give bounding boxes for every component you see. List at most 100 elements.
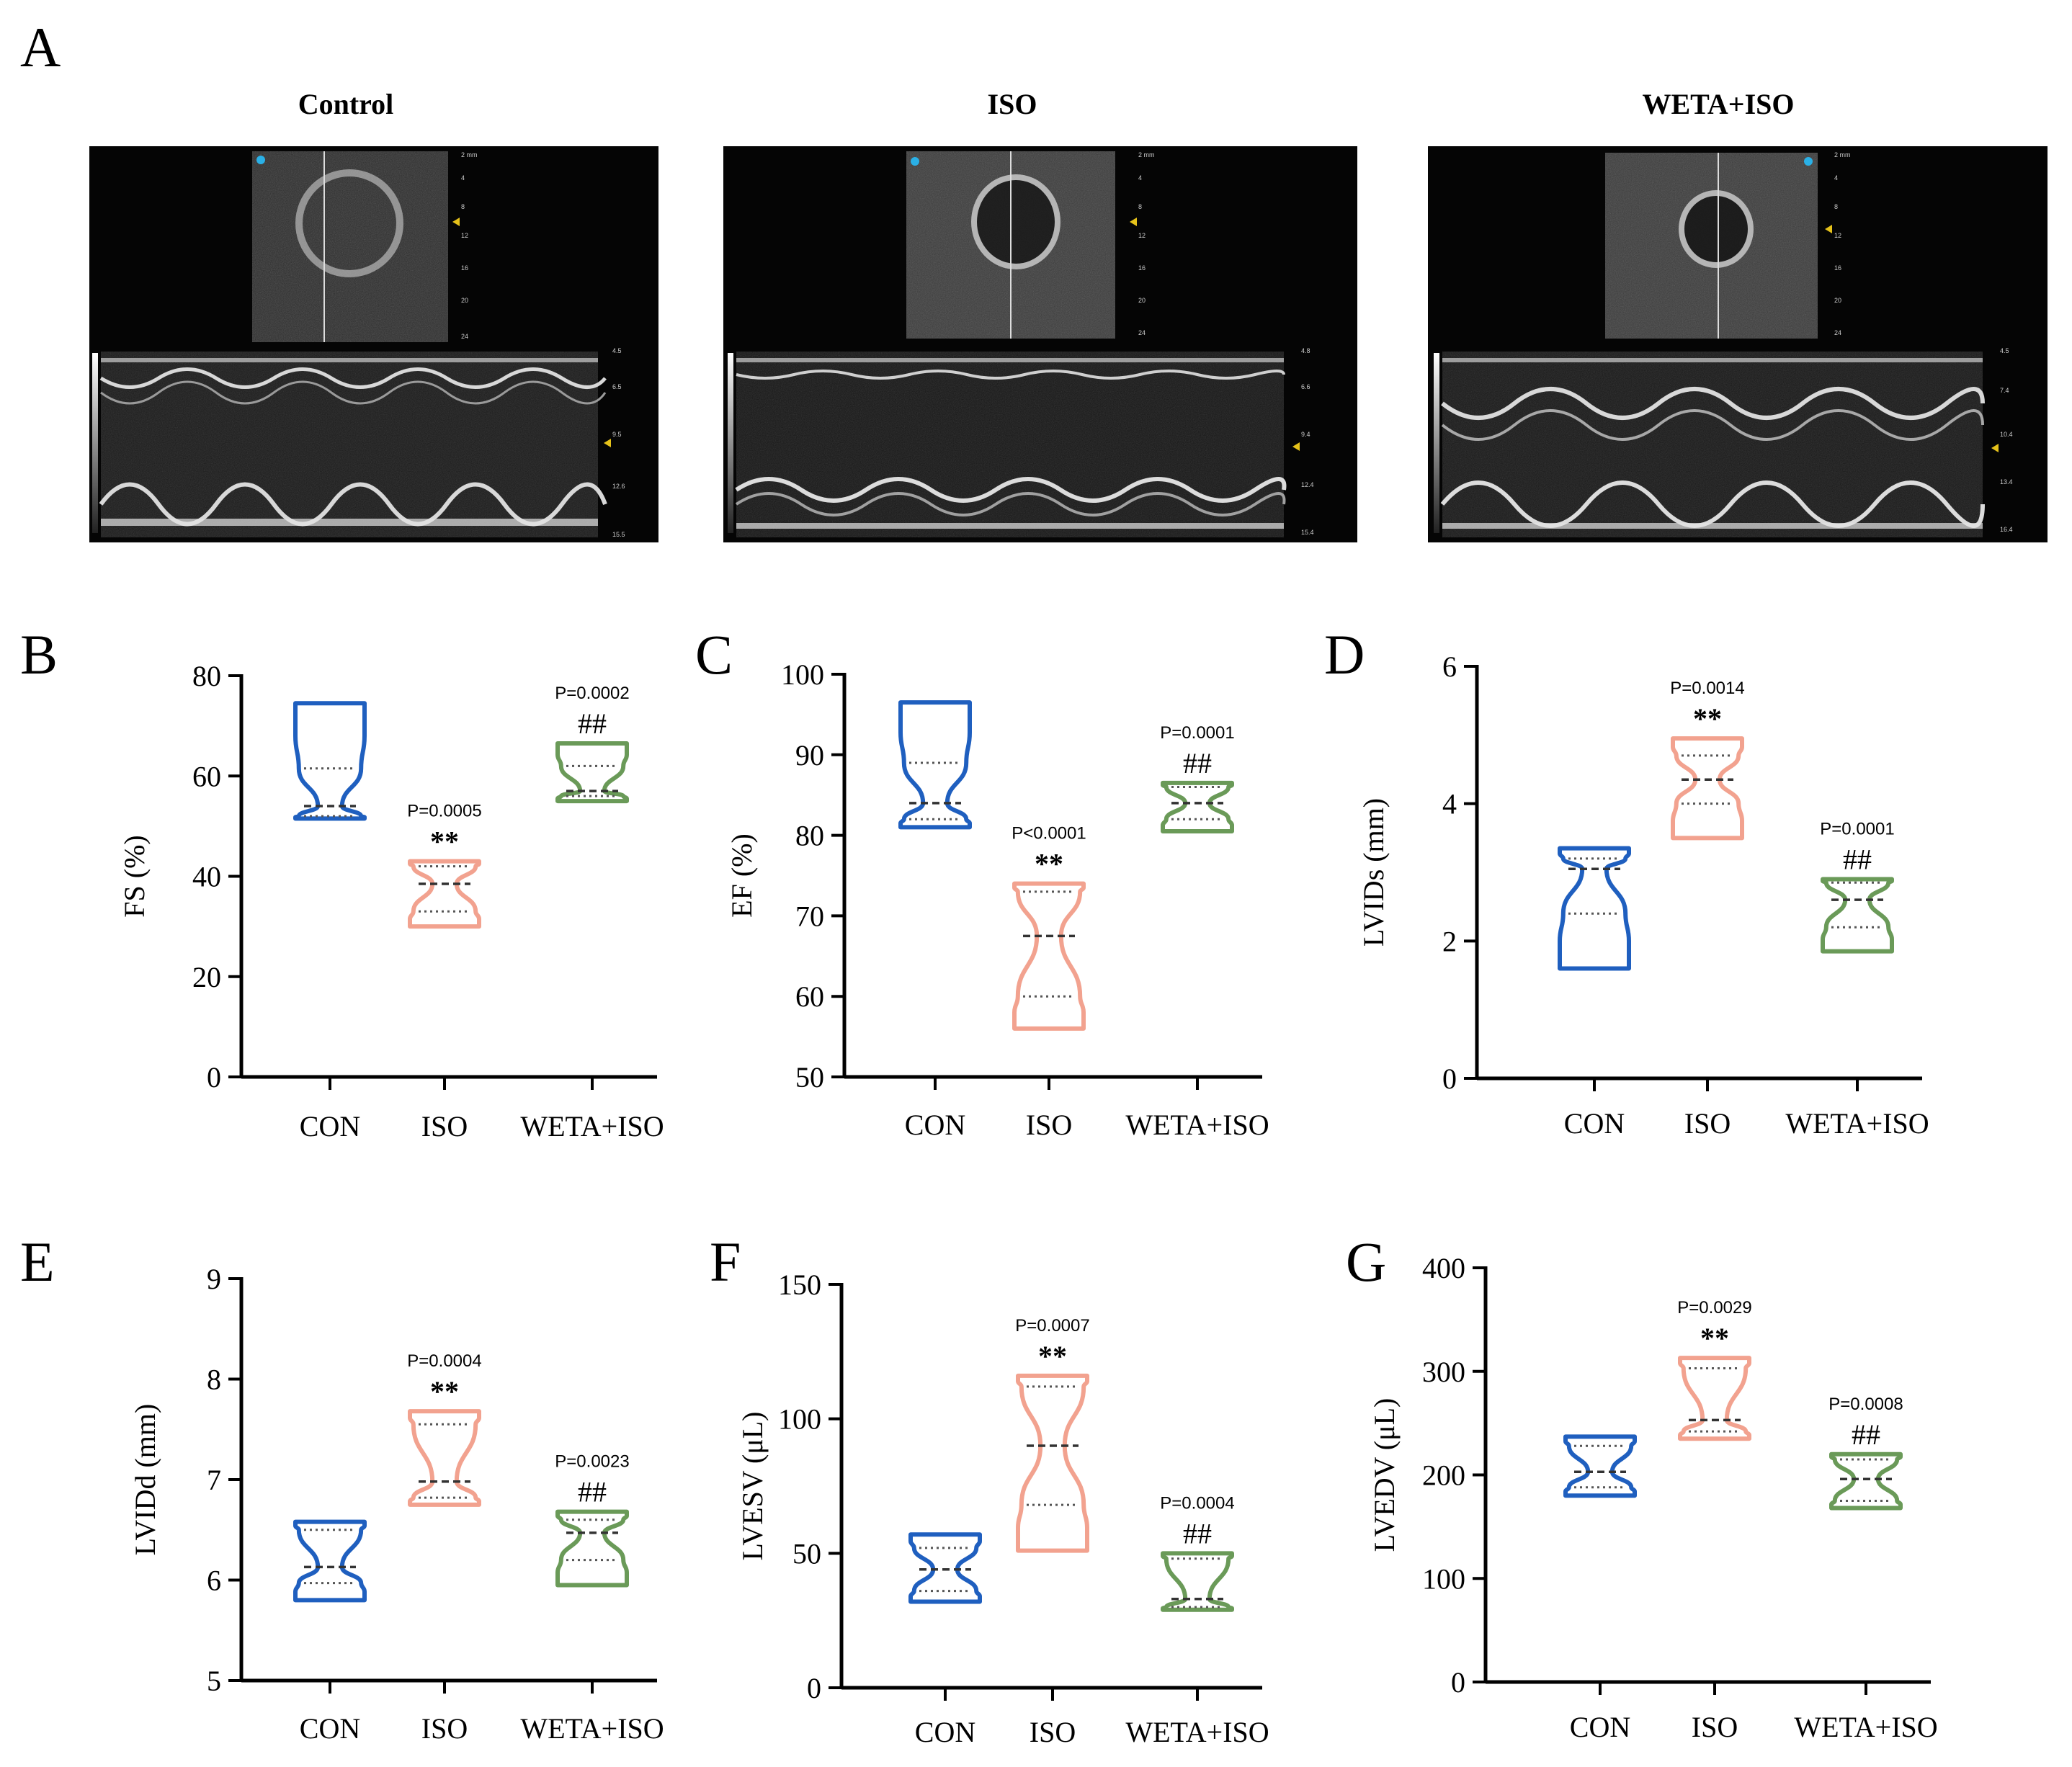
p-value-label: P=0.0008 (1828, 1395, 1903, 1414)
significance-marker: ** (1700, 1322, 1729, 1354)
y-tick-label: 2 (1442, 925, 1457, 957)
y-tick-label: 7 (207, 1464, 221, 1496)
x-tick-label: ISO (1684, 1107, 1731, 1140)
mode-tick: 24 (1834, 329, 1841, 336)
y-tick-label: 6 (1442, 650, 1457, 683)
mmode-tick: 9.4 (1301, 431, 1310, 438)
mode-tick: 20 (461, 297, 468, 304)
mmode-tick: 7.4 (2000, 387, 2009, 394)
violin-iso (1016, 1373, 1089, 1553)
panel-a-letter: A (20, 16, 61, 79)
mode-tick: 16 (461, 264, 468, 272)
p-value-label: P=0.0004 (1160, 1493, 1234, 1513)
chart-panel-f: F 0 50 100 150 LVESV (μL) CON ISO ** P=0.0007 WETA… (710, 1230, 1269, 1748)
mode-tick: 4 (1138, 174, 1142, 182)
p-value-label: P=0.0001 (1160, 723, 1234, 743)
violin-iso (408, 859, 481, 929)
y-tick-label: 5 (207, 1665, 221, 1697)
y-tick-label: 100 (781, 658, 824, 691)
x-tick-label: WETA+ISO (1125, 1716, 1269, 1748)
x-tick-label: WETA+ISO (520, 1110, 664, 1142)
x-tick-label: CON (1564, 1107, 1625, 1140)
chart-panel-e: E 5 6 7 8 9 LVIDd (mm) CON ISO ** P=0.0004 WETA+ISO… (20, 1230, 664, 1745)
mode-tick: 4 (461, 174, 465, 182)
x-tick-label: CON (915, 1716, 975, 1748)
violin-con (908, 1532, 982, 1604)
y-tick-label: 70 (795, 900, 824, 932)
y-tick-label: 150 (778, 1269, 821, 1301)
violin-iso (1671, 736, 1744, 841)
mode-tick: 8 (1834, 203, 1838, 210)
y-tick-label: 20 (192, 961, 221, 993)
violin-con (1563, 1434, 1637, 1498)
mmode-tick: 4.5 (612, 347, 622, 354)
x-tick-label: WETA+ISO (520, 1712, 664, 1745)
x-tick-label: WETA+ISO (1785, 1107, 1929, 1140)
mmode-tick: 12.6 (612, 483, 625, 490)
violin-iso (408, 1409, 481, 1507)
mmode-tick: 4.5 (2000, 347, 2009, 354)
y-tick-label: 4 (1442, 788, 1457, 820)
mode-tick: 12 (461, 232, 468, 239)
p-value-label: P=0.0029 (1677, 1298, 1751, 1318)
significance-marker: ## (1183, 747, 1212, 779)
mode-tick: 8 (1138, 203, 1142, 210)
echo-title-weta-iso: WETA+ISO (1643, 88, 1795, 120)
panel-letter: E (20, 1230, 55, 1293)
y-tick-label: 6 (207, 1565, 221, 1597)
panel-a: A Control 2 mm 4 8 12 16 20 24 (20, 16, 2048, 542)
x-tick-label: WETA+ISO (1125, 1109, 1269, 1141)
mode-tick: 20 (1138, 297, 1146, 304)
x-tick-label: ISO (421, 1110, 468, 1142)
mode-tick: 24 (1138, 329, 1146, 336)
p-value-label: P<0.0001 (1012, 824, 1086, 844)
violin-con (1558, 846, 1632, 971)
chart-panel-g: G 0 100 200 300 400 LVEDV (μL) CON ISO ** P=0.0029… (1346, 1230, 1938, 1743)
x-tick-label: ISO (421, 1712, 468, 1745)
mmode-tick: 6.5 (612, 383, 622, 390)
y-tick-label: 200 (1422, 1459, 1465, 1492)
mmode-tick: 15.5 (612, 531, 625, 538)
mode-tick: 2 mm (461, 151, 478, 158)
x-tick-label: CON (300, 1712, 360, 1745)
x-tick-label: ISO (1692, 1711, 1738, 1743)
significance-marker: ## (1183, 1517, 1212, 1549)
mmode-tick: 12.4 (1301, 481, 1314, 488)
significance-marker: ** (430, 1375, 459, 1408)
y-tick-label: 50 (792, 1537, 821, 1570)
y-tick-label: 60 (192, 760, 221, 792)
panel-letter: C (695, 623, 733, 686)
mode-tick: 2 mm (1138, 151, 1155, 158)
y-axis-label: LVIDs (mm) (1357, 798, 1390, 947)
y-tick-label: 90 (795, 739, 824, 771)
echo-image-iso: ISO 2 mm 4 8 12 16 20 24 4.8 6.6 (723, 88, 1357, 542)
significance-marker: ## (578, 707, 607, 740)
y-tick-label: 40 (192, 861, 221, 893)
violin-weta (555, 741, 629, 804)
p-value-label: P=0.0014 (1670, 679, 1744, 698)
mode-tick: 12 (1834, 232, 1841, 239)
mmode-tick: 15.4 (1301, 529, 1314, 536)
violin-con (293, 701, 367, 821)
mmode-tick: 4.8 (1301, 347, 1310, 354)
violin-iso (1678, 1356, 1751, 1441)
panel-letter: D (1324, 623, 1365, 686)
x-tick-label: WETA+ISO (1794, 1711, 1937, 1743)
mmode-tick: 16.4 (2000, 526, 2013, 533)
violin-weta (1161, 1551, 1234, 1612)
y-tick-label: 8 (207, 1364, 221, 1396)
significance-marker: ** (1693, 702, 1722, 735)
p-value-label: P=0.0007 (1015, 1316, 1089, 1336)
chart-panel-c: C 50 60 70 80 90 100 EF (%) CON ISO ** P<0.0001 WETA… (695, 623, 1269, 1141)
y-tick-label: 100 (778, 1403, 821, 1436)
y-axis-label: LVESV (μL) (736, 1411, 769, 1560)
mmode-tick: 13.4 (2000, 478, 2013, 486)
violin-weta (1161, 780, 1234, 834)
y-axis-label: LVIDd (mm) (129, 1404, 161, 1556)
p-value-label: P=0.0005 (407, 802, 481, 821)
violin-con (898, 700, 972, 830)
y-tick-label: 50 (795, 1061, 824, 1093)
echo-title-iso: ISO (988, 88, 1037, 120)
violin-iso (1012, 881, 1086, 1031)
